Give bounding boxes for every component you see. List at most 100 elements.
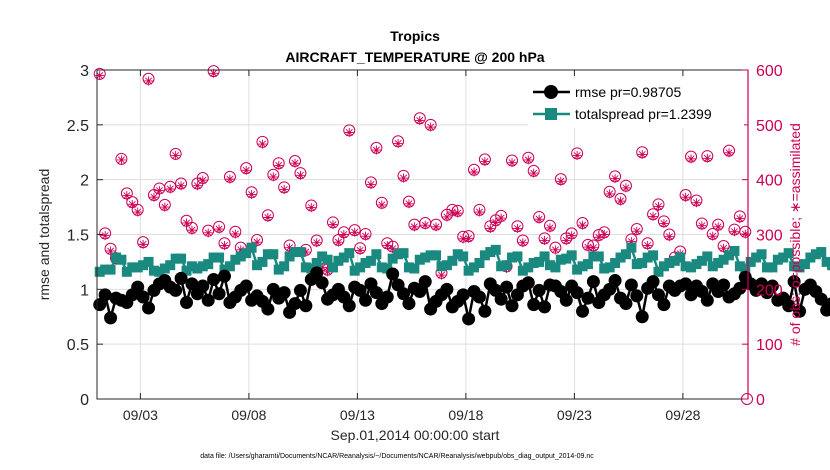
totalspread-point [268,249,279,260]
assimilated-obs-point [458,234,468,244]
totalspread-point [355,262,366,273]
totalspread-point [577,261,588,272]
totalspread-point [403,262,414,273]
totalspread-point [588,251,599,262]
legend-label-totalspread: totalspread pr=1.2399 [575,106,712,122]
assimilated-obs-point [219,240,229,250]
assimilated-obs-point [740,229,750,239]
totalspread-point [414,254,425,265]
totalspread-point [648,250,659,261]
totalspread-point [365,255,376,266]
rmse-point [180,295,194,309]
assimilated-obs-point [567,231,577,241]
totalspread-point [360,258,371,269]
assimilated-obs-point [225,174,235,184]
x-tick-label: 09/28 [665,407,700,423]
y-tick-label-left: 0 [80,392,89,409]
assimilated-obs-point [328,220,338,230]
rmse-point [521,276,535,290]
y-tick-label-left: 0.5 [67,337,89,354]
assimilated-obs-point [100,231,110,241]
totalspread-point [474,258,485,269]
rmse-point [261,302,275,316]
totalspread-point [279,261,290,272]
totalspread-point [284,251,295,262]
totalspread-point [333,255,344,266]
rmse-point [717,278,731,292]
totalspread-point [186,261,197,272]
totalspread-point [387,253,398,264]
totalspread-point [783,248,794,259]
totalspread-point [675,252,686,263]
rmse-point [733,281,747,295]
axis-ticks: 09/03 09/08 09/13 09/18 09/23 09/28 0 0.5 1 1.5 2 2… [67,63,783,423]
y-tick-label-left: 3 [80,63,89,80]
rmse-point [559,293,573,307]
assimilated-obs-point [621,183,631,193]
totalspread-point [398,248,409,259]
totalspread-point [718,254,729,265]
totalspread-point [230,254,241,265]
rmse-point [277,286,291,300]
rmse-point [630,289,644,303]
assimilated-obs-point [431,222,441,232]
x-tick-label: 09/08 [231,407,266,423]
assimilated-obs-point [415,115,425,125]
totalspread-point [501,260,512,271]
assimilated-obs-point [301,247,311,257]
totalspread-point [696,255,707,266]
rmse-point [293,283,307,297]
assimilated-obs-point [165,184,175,194]
rmse-point [169,283,183,297]
rmse-point [814,292,828,306]
rmse-point [527,298,541,312]
rmse-point [315,276,329,290]
totalspread-point [539,251,550,262]
assimilated-obs-point [632,226,642,236]
totalspread-point [208,252,219,263]
totalspread-point [534,256,545,267]
totalspread-point [306,263,317,274]
totalspread-point [653,266,664,277]
assimilated-obs-point [534,214,544,224]
assimilated-obs-point [187,225,197,235]
assimilated-obs-point [198,175,208,185]
totalspread-point [789,261,800,272]
totalspread-point [110,252,121,263]
assimilated-obs-point [420,220,430,230]
assimilated-obs-point [285,243,295,253]
assimilated-obs-point [350,227,360,237]
totalspread-point [610,258,621,269]
totalspread-point [203,259,214,270]
rmse-point [310,266,324,280]
totalspread-point [94,266,105,277]
totalspread-point [724,250,735,261]
assimilated-obs-point [588,243,598,253]
legend-marker-totalspread [545,108,557,120]
totalspread-point [490,244,501,255]
totalspread-point [138,260,149,271]
assimilated-obs-point [681,192,691,202]
totalspread-point [523,262,534,273]
assimilated-obs-point [182,218,192,228]
assimilated-obs-point [399,173,409,183]
totalspread-point [317,251,328,262]
rmse-point [646,275,660,289]
rmse-point [679,277,693,291]
x-tick-label: 09/03 [123,407,158,423]
assimilated-obs-point [545,223,555,233]
rmse-point [500,280,514,294]
assimilated-obs-point [409,222,419,232]
rmse-point [635,310,649,324]
rmse-point [782,299,796,313]
assimilated-obs-point [643,240,653,250]
totalspread-point [148,265,159,276]
assimilated-obs-point [729,227,739,237]
totalspread-point [197,261,208,272]
assimilated-obs-point [496,213,506,223]
totalspread-point [631,259,642,270]
totalspread-point [100,264,111,275]
totalspread-point [756,249,767,260]
assimilated-obs-point [691,198,701,208]
totalspread-point [740,263,751,274]
